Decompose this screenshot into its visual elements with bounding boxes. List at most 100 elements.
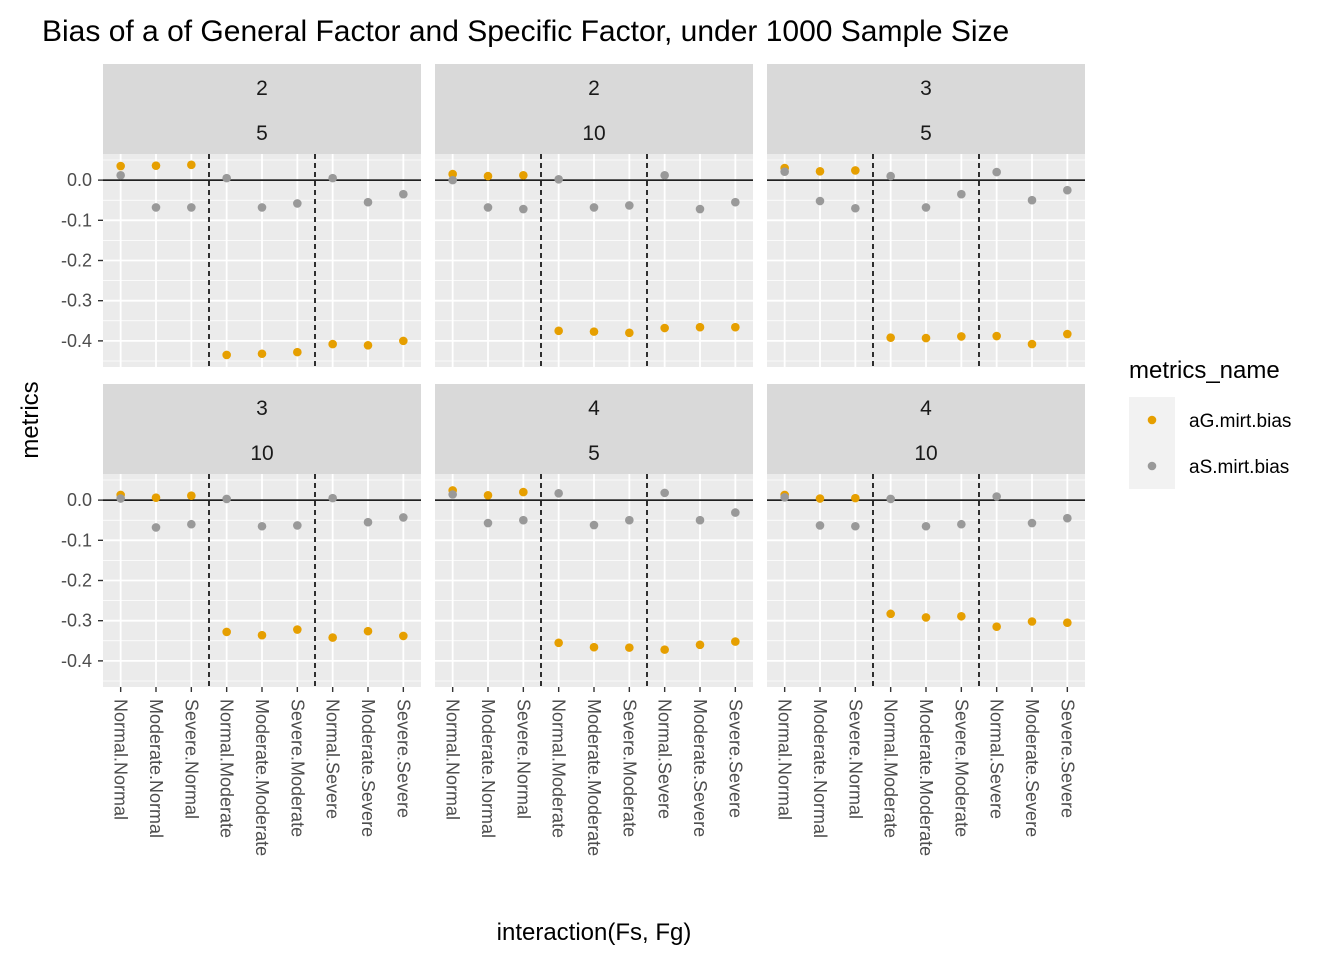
legend-title: metrics_name	[1129, 357, 1280, 384]
data-point-aS	[483, 518, 493, 528]
data-point-aG	[625, 643, 634, 652]
x-tick-label: Moderate.Normal	[146, 699, 166, 838]
data-point-aG	[187, 160, 196, 170]
data-point-aG	[695, 640, 705, 650]
facet-label-top: 2	[256, 77, 268, 100]
data-point-aS	[815, 196, 825, 206]
data-point-aG	[815, 166, 825, 176]
y-tick-label: -0.4	[61, 331, 92, 351]
data-point-aS	[116, 494, 125, 503]
data-point-aG	[731, 322, 740, 332]
facet-strip	[103, 64, 421, 154]
x-tick-label: Moderate.Normal	[478, 699, 498, 838]
data-point-aS	[519, 515, 528, 525]
x-tick-label: Severe.Moderate	[619, 699, 639, 837]
chart-title: Bias of a of General Factor and Specific…	[42, 15, 1009, 48]
x-axis-title: interaction(Fs, Fg)	[497, 919, 692, 946]
x-tick-label: Normal.Moderate	[217, 699, 237, 838]
data-point-aS	[660, 488, 669, 498]
data-point-aG	[851, 166, 860, 175]
data-point-aS	[399, 189, 408, 199]
data-point-aS	[448, 490, 457, 499]
x-tick-label: Moderate.Normal	[810, 699, 830, 838]
facet-panel: 2 10	[435, 64, 753, 367]
data-point-aG	[921, 613, 931, 622]
data-point-aG	[519, 487, 528, 497]
data-point-aS	[328, 493, 337, 503]
data-point-aS	[257, 203, 267, 212]
legend-label: aS.mirt.bias	[1189, 457, 1289, 478]
facet-label-bottom: 5	[256, 122, 268, 145]
facet-label-bottom: 5	[588, 442, 600, 465]
x-tick-label: Normal.Moderate	[881, 699, 901, 838]
data-point-aS	[886, 494, 895, 504]
data-point-aG	[519, 171, 528, 180]
data-point-aS	[695, 515, 705, 525]
x-tick-label: Severe.Normal	[845, 699, 865, 819]
data-point-aS	[519, 204, 528, 214]
facet-label-top: 4	[588, 397, 600, 420]
data-point-aS	[851, 203, 860, 213]
data-point-aG	[151, 161, 161, 170]
y-tick-label: 0.0	[67, 490, 92, 510]
facet-strip	[767, 64, 1085, 154]
data-point-aS	[187, 203, 196, 212]
data-point-aG	[992, 622, 1001, 632]
data-point-aG	[151, 493, 161, 503]
data-point-aS	[399, 513, 408, 522]
data-point-aG	[625, 328, 634, 338]
x-tick-label: Normal.Normal	[443, 699, 463, 820]
data-point-aS	[151, 203, 161, 212]
data-point-aG	[851, 493, 860, 503]
data-point-aG	[992, 331, 1001, 341]
data-point-aS	[886, 171, 895, 181]
data-point-aG	[957, 332, 966, 341]
data-point-aS	[363, 197, 373, 207]
facet-panels: 250.0-0.1-0.2-0.3-0.4210353100.0-0.1-0.2…	[61, 64, 1085, 687]
data-point-aS	[625, 515, 634, 525]
facet-panel: 4 10	[767, 384, 1085, 687]
x-tick-label: Severe.Moderate	[951, 699, 971, 837]
data-point-aS	[293, 199, 302, 208]
y-tick-label: -0.2	[61, 571, 92, 591]
facet-label-top: 4	[920, 397, 932, 420]
data-point-aS	[483, 203, 493, 212]
data-point-aS	[921, 521, 931, 531]
x-tick-label: Severe.Severe	[1057, 699, 1077, 818]
data-point-aS	[554, 488, 563, 498]
data-point-aS	[815, 521, 825, 530]
data-point-aG	[187, 491, 196, 501]
x-tick-label: Moderate.Severe	[1022, 699, 1042, 837]
data-point-aS	[695, 204, 705, 214]
data-point-aS	[1027, 518, 1037, 528]
data-point-aS	[625, 201, 634, 210]
y-tick-label: -0.1	[61, 210, 92, 230]
x-tick-label: Severe.Severe	[725, 699, 745, 818]
data-point-aS	[328, 173, 337, 183]
x-tick-label: Moderate.Severe	[358, 699, 378, 837]
data-point-aG	[328, 633, 337, 642]
y-tick-label: 0.0	[67, 170, 92, 190]
x-tick-label: Severe.Moderate	[287, 699, 307, 837]
x-tick-label: Normal.Normal	[775, 699, 795, 820]
facet-panel: 35	[767, 64, 1085, 367]
data-point-aS	[257, 521, 267, 531]
data-point-aS	[589, 520, 599, 530]
data-point-aS	[363, 517, 373, 527]
data-point-aG	[695, 322, 705, 332]
data-point-aG	[1027, 339, 1037, 349]
data-point-aS	[731, 508, 740, 517]
facet-label-bottom: 5	[920, 122, 932, 145]
data-point-aS	[222, 173, 231, 183]
facet-label-bottom: 10	[914, 442, 937, 465]
data-point-aG	[399, 336, 408, 346]
data-point-aG	[921, 333, 931, 343]
data-point-aG	[293, 347, 302, 357]
data-point-aG	[731, 637, 740, 646]
facet-strip	[435, 64, 753, 154]
data-point-aG	[1027, 617, 1037, 626]
data-point-aG	[660, 645, 669, 654]
data-point-aS	[992, 167, 1001, 177]
x-tick-label: Normal.Severe	[987, 699, 1007, 819]
